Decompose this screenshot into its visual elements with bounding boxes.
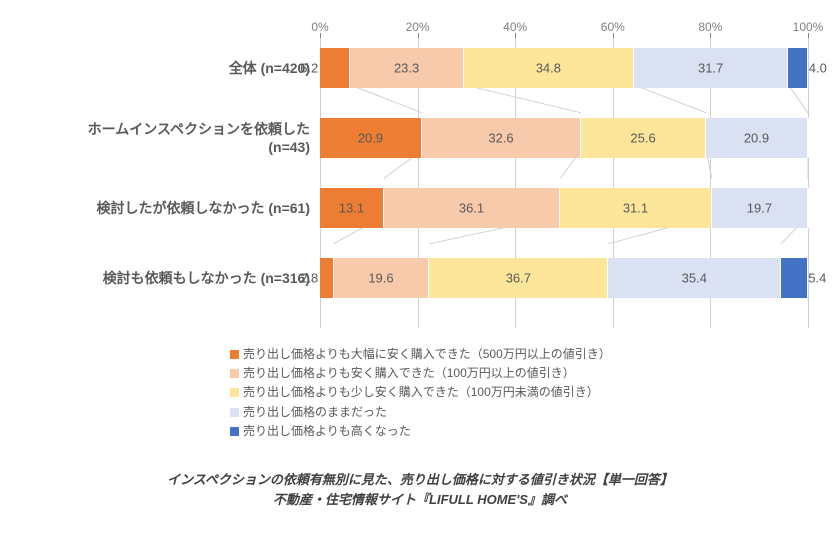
segment-value: 31.7 — [698, 61, 723, 76]
bar-segment — [808, 118, 809, 158]
segment-value: 31.1 — [623, 201, 648, 216]
segment-value: 36.1 — [459, 201, 484, 216]
axis-tick — [515, 33, 516, 38]
bar-segment: 2.8 — [320, 258, 334, 298]
bar-segment: 19.7 — [712, 188, 808, 228]
segment-value: 19.7 — [747, 201, 772, 216]
axis-tick — [808, 33, 809, 38]
axis-tick-label: 0% — [311, 20, 328, 34]
legend-label: 売り出し価格のままだった — [243, 403, 387, 422]
stacked-bar: 13.1 36.1 31.1 19.7 — [320, 188, 808, 228]
legend-swatch — [230, 408, 239, 417]
bar-segment: 4.0 — [788, 48, 808, 88]
stacked-bar: 20.9 32.6 25.6 20.9 — [320, 118, 808, 158]
bar-segment — [808, 188, 809, 228]
legend: 売り出し価格よりも大幅に安く購入できた（500万円以上の値引き）売り出し価格より… — [230, 345, 611, 441]
row-label: 検討したが依頼しなかった (n=61) — [30, 199, 310, 217]
stacked-bar: 2.8 19.6 36.7 35.4 5.4 — [320, 258, 808, 298]
bar-segment: 31.7 — [634, 48, 789, 88]
bar-segment: 13.1 — [320, 188, 384, 228]
legend-swatch — [230, 369, 239, 378]
bar-segment: 36.1 — [384, 188, 560, 228]
legend-label: 売り出し価格よりも少し安く購入できた（100万円未満の値引き） — [243, 383, 599, 402]
legend-item: 売り出し価格よりも大幅に安く購入できた（500万円以上の値引き） — [230, 345, 611, 364]
segment-value: 4.0 — [809, 61, 827, 76]
bar-segment: 35.4 — [608, 258, 781, 298]
segment-value: 20.9 — [358, 131, 383, 146]
legend-item: 売り出し価格よりも少し安く購入できた（100万円未満の値引き） — [230, 383, 611, 402]
chart-row: 検討したが依頼しなかった (n=61) 13.1 36.1 31.1 19.7 — [30, 188, 810, 228]
bar-segment: 23.3 — [350, 48, 464, 88]
chart-row: ホームインスペクションを依頼した (n=43) 20.9 32.6 25.6 20.9 — [30, 118, 810, 158]
axis-tick — [710, 33, 711, 38]
axis-tick — [418, 33, 419, 38]
bar-segment: 25.6 — [581, 118, 706, 158]
footer-line2: 不動産・住宅情報サイト『LIFULL HOME'S』調べ — [0, 490, 840, 510]
segment-value: 19.6 — [368, 271, 393, 286]
segment-value: 6.2 — [300, 61, 318, 76]
x-axis-labels: 0%20%40%60%80%100% — [320, 20, 808, 38]
bar-segment: 20.9 — [320, 118, 422, 158]
legend-item: 売り出し価格よりも高くなった — [230, 422, 611, 441]
segment-value: 20.9 — [744, 131, 769, 146]
legend-label: 売り出し価格よりも安く購入できた（100万円以上の値引き） — [243, 364, 575, 383]
bar-segment: 36.7 — [429, 258, 608, 298]
legend-label: 売り出し価格よりも高くなった — [243, 422, 411, 441]
segment-value: 32.6 — [488, 131, 513, 146]
axis-tick-label: 80% — [698, 20, 722, 34]
axis-tick-label: 20% — [406, 20, 430, 34]
chart-footer: インスペクションの依頼有無別に見た、売り出し価格に対する値引き状況【単一回答】 … — [0, 470, 840, 509]
segment-value: 36.7 — [506, 271, 531, 286]
bar-segment: 32.6 — [422, 118, 581, 158]
legend-swatch — [230, 427, 239, 436]
chart-row: 検討も依頼もしなかった (n=316)2.819.636.735.45.4 — [30, 258, 810, 298]
legend-label: 売り出し価格よりも大幅に安く購入できた（500万円以上の値引き） — [243, 345, 611, 364]
axis-tick-label: 100% — [793, 20, 824, 34]
bar-segment: 6.2 — [320, 48, 350, 88]
row-label: 検討も依頼もしなかった (n=316) — [30, 269, 310, 287]
bar-segment: 19.6 — [334, 258, 430, 298]
axis-tick — [320, 33, 321, 38]
row-label: ホームインスペクションを依頼した (n=43) — [30, 120, 310, 156]
row-label: 全体 (n=420) — [30, 59, 310, 77]
axis-tick-label: 60% — [601, 20, 625, 34]
chart-row: 全体 (n=420)6.223.334.831.74.0 — [30, 48, 810, 88]
axis-tick-label: 40% — [503, 20, 527, 34]
segment-value: 2.8 — [300, 271, 318, 286]
segment-value: 23.3 — [394, 61, 419, 76]
axis-tick — [613, 33, 614, 38]
bar-segment: 5.4 — [781, 258, 807, 298]
stacked-bar: 6.2 23.3 34.8 31.7 4.0 — [320, 48, 808, 88]
bar-segment: 31.1 — [560, 188, 712, 228]
bar-segment: 20.9 — [706, 118, 808, 158]
footer-line1: インスペクションの依頼有無別に見た、売り出し価格に対する値引き状況【単一回答】 — [0, 470, 840, 490]
segment-value: 35.4 — [682, 271, 707, 286]
legend-swatch — [230, 388, 239, 397]
segment-value: 25.6 — [630, 131, 655, 146]
segment-value: 34.8 — [536, 61, 561, 76]
segment-value: 13.1 — [339, 201, 364, 216]
stacked-bar-chart: 0%20%40%60%80%100% 全体 (n=420)6.223.334.8… — [30, 20, 810, 350]
legend-item: 売り出し価格よりも安く購入できた（100万円以上の値引き） — [230, 364, 611, 383]
segment-value: 5.4 — [808, 271, 826, 286]
legend-swatch — [230, 350, 239, 359]
legend-item: 売り出し価格のままだった — [230, 403, 611, 422]
bar-segment: 34.8 — [464, 48, 634, 88]
